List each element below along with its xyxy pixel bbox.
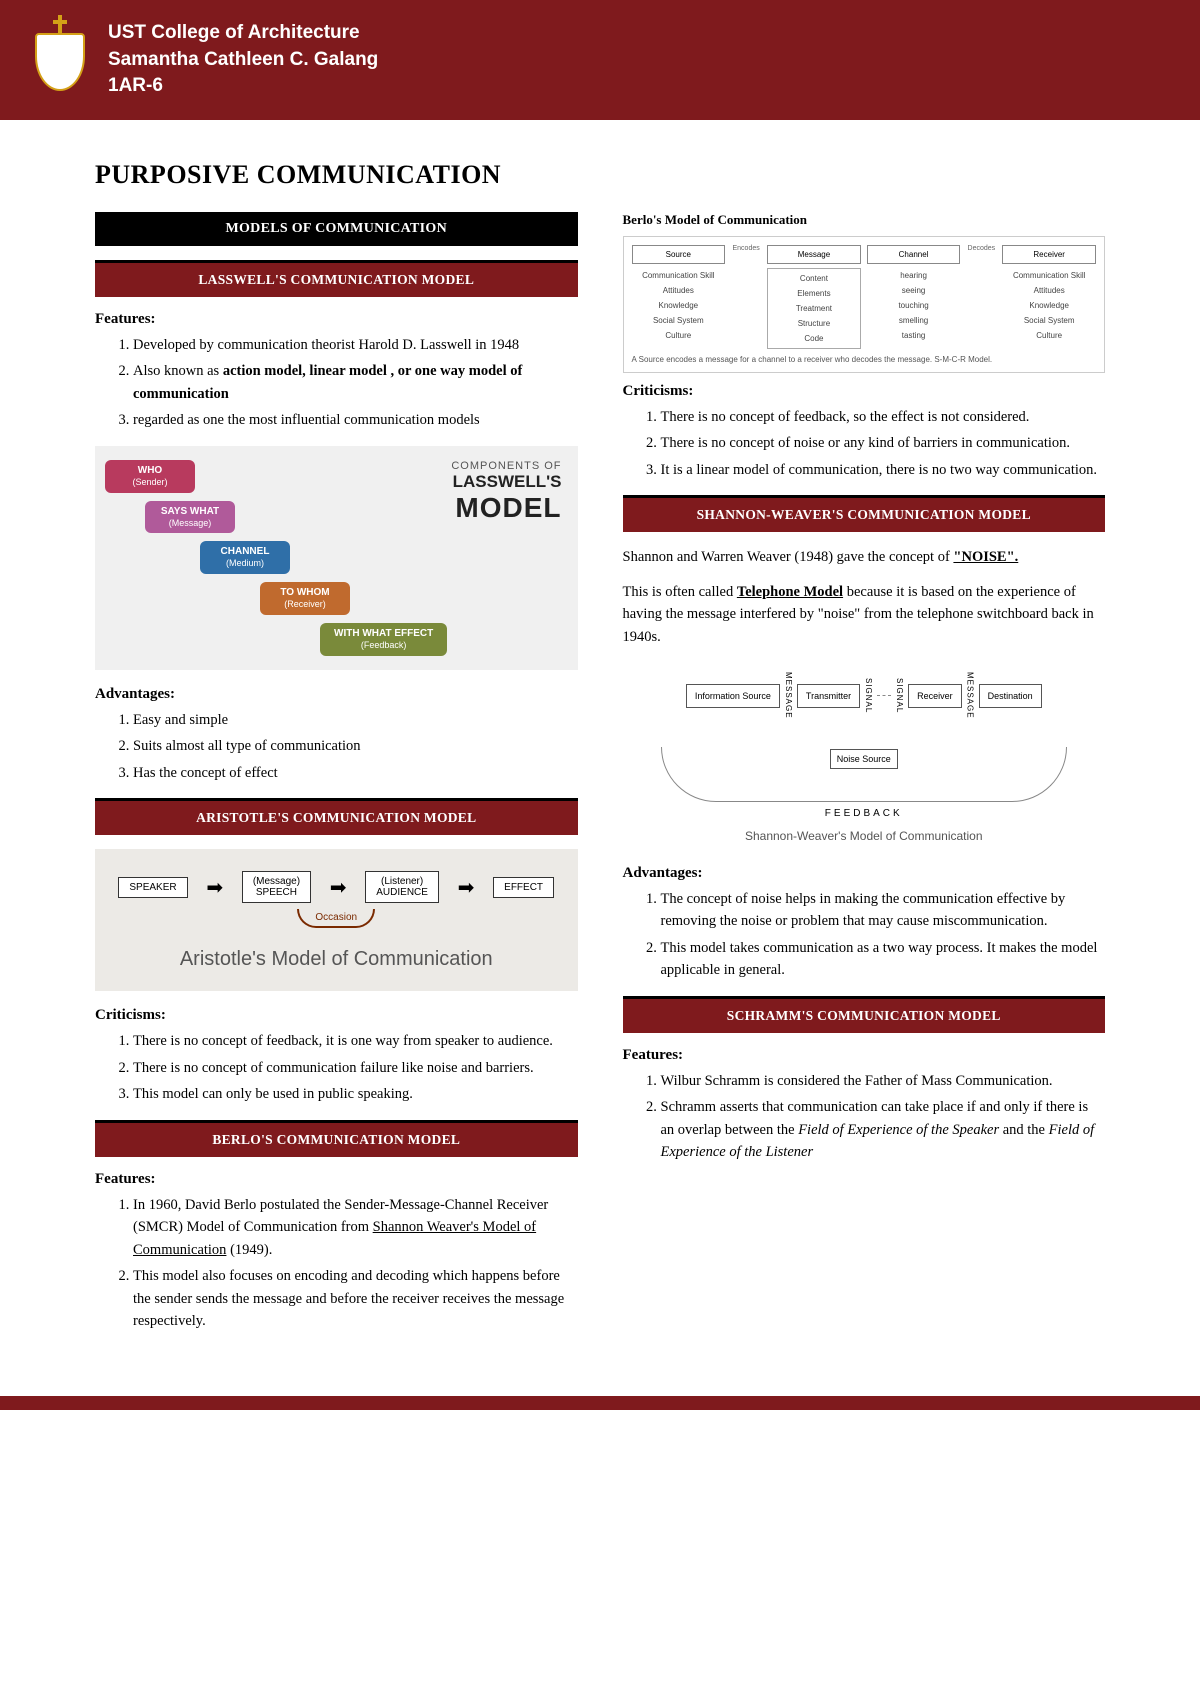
right-column: Berlo's Model of Communication Source Co…	[623, 212, 1106, 1346]
ust-logo	[30, 23, 90, 98]
list-item: In 1960, David Berlo postulated the Send…	[133, 1194, 578, 1261]
list-item: This model also focuses on encoding and …	[133, 1265, 578, 1332]
lw-l2: MODEL	[451, 492, 561, 524]
bar-lasswell: LASSWELL'S COMMUNICATION MODEL	[95, 260, 578, 297]
berlo-crit-head: Criticisms:	[623, 383, 1106, 400]
shannon-p2: This is often called Telephone Model bec…	[623, 581, 1106, 648]
bar-shannon: SHANNON-WEAVER'S COMMUNICATION MODEL	[623, 495, 1106, 532]
lasswell-adv-list: Easy and simple Suits almost all type of…	[95, 709, 578, 784]
ari-effect: EFFECT	[493, 877, 554, 898]
list-item: This model can only be used in public sp…	[133, 1083, 578, 1105]
header-band: UST College of Architecture Samantha Cat…	[0, 0, 1200, 120]
berlo-caption: A Source encodes a message for a channel…	[632, 355, 1097, 364]
arrow-icon: ➡	[206, 875, 223, 900]
sw-transmitter: Transmitter	[797, 684, 860, 708]
bar-berlo: BERLO'S COMMUNICATION MODEL	[95, 1120, 578, 1157]
ari-speaker: SPEAKER	[118, 877, 187, 898]
page-title: PURPOSIVE COMMUNICATION	[95, 160, 1105, 190]
aristotle-crit-head: Criticisms:	[95, 1007, 578, 1024]
lasswell-diagram: WHO(Sender) SAYS WHAT(Message) CHANNEL(M…	[95, 446, 578, 670]
lw-towhom: TO WHOM(Receiver)	[260, 582, 350, 615]
list-item: This model takes communication as a two …	[661, 937, 1106, 982]
lasswell-features-list: Developed by communication theorist Haro…	[95, 334, 578, 432]
list-item: The concept of noise helps in making the…	[661, 888, 1106, 933]
list-item: Easy and simple	[133, 709, 578, 731]
list-item: Developed by communication theorist Haro…	[133, 334, 578, 356]
left-column: MODELS OF COMMUNICATION LASSWELL'S COMMU…	[95, 212, 578, 1346]
list-item: Schramm asserts that communication can t…	[661, 1096, 1106, 1163]
ari-audience: (Listener)AUDIENCE	[365, 871, 439, 903]
footer-band	[0, 1396, 1200, 1410]
section-bar-models: MODELS OF COMMUNICATION	[95, 212, 578, 246]
two-column-layout: MODELS OF COMMUNICATION LASSWELL'S COMMU…	[95, 212, 1105, 1346]
arrow-icon: ➡	[330, 875, 347, 900]
lw-sayswhat: SAYS WHAT(Message)	[145, 501, 235, 534]
aristotle-crit-list: There is no concept of feedback, it is o…	[95, 1030, 578, 1105]
header-line2: Samantha Cathleen C. Galang	[108, 47, 378, 74]
list-item: There is no concept of feedback, so the …	[661, 406, 1106, 428]
aristotle-diagram: SPEAKER ➡ (Message)SPEECH ➡ (Listener)AU…	[95, 849, 578, 991]
header-line1: UST College of Architecture	[108, 20, 378, 47]
list-item: regarded as one the most influential com…	[133, 409, 578, 431]
lw-l1: LASSWELL'S	[451, 472, 561, 492]
berlo-crit-list: There is no concept of feedback, so the …	[623, 406, 1106, 481]
shannon-adv-head: Advantages:	[623, 865, 1106, 882]
list-item: It is a linear model of communication, t…	[661, 459, 1106, 481]
sw-destination: Destination	[979, 684, 1042, 708]
shannon-p1: Shannon and Warren Weaver (1948) gave th…	[623, 546, 1106, 568]
ari-speech: (Message)SPEECH	[242, 871, 311, 903]
page-body: PURPOSIVE COMMUNICATION MODELS OF COMMUN…	[0, 120, 1200, 1376]
list-item: Has the concept of effect	[133, 762, 578, 784]
ari-caption: Aristotle's Model of Communication	[105, 938, 568, 977]
list-item: There is no concept of feedback, it is o…	[133, 1030, 578, 1052]
schramm-feat-head: Features:	[623, 1047, 1106, 1064]
list-item: There is no concept of communication fai…	[133, 1057, 578, 1079]
sw-source: Information Source	[686, 684, 780, 708]
schramm-feat-list: Wilbur Schramm is considered the Father …	[623, 1070, 1106, 1164]
arrow-icon: ➡	[458, 875, 475, 900]
sw-receiver: Receiver	[908, 684, 962, 708]
shannon-diagram: Information Source MESSAGE Transmitter S…	[623, 660, 1106, 855]
shannon-adv-list: The concept of noise helps in making the…	[623, 888, 1106, 982]
berlo-feat-head: Features:	[95, 1171, 578, 1188]
header-text: UST College of Architecture Samantha Cat…	[108, 20, 378, 100]
list-item: There is no concept of noise or any kind…	[661, 432, 1106, 454]
sw-feedback-label: FEEDBACK	[631, 808, 1098, 819]
berlo-diagram: Source Communication Skill Attitudes Kno…	[623, 236, 1106, 373]
header-line3: 1AR-6	[108, 73, 378, 100]
lasswell-adv-head: Advantages:	[95, 686, 578, 703]
berlo-dia-title: Berlo's Model of Communication	[623, 212, 1106, 228]
lw-channel: CHANNEL(Medium)	[200, 541, 290, 574]
bar-schramm: SCHRAMM'S COMMUNICATION MODEL	[623, 996, 1106, 1033]
ari-occasion: Occasion	[297, 909, 375, 928]
sw-caption: Shannon-Weaver's Model of Communication	[631, 829, 1098, 843]
lw-who: WHO(Sender)	[105, 460, 195, 493]
bar-aristotle: ARISTOTLE'S COMMUNICATION MODEL	[95, 798, 578, 835]
list-item: Also known as action model, linear model…	[133, 360, 578, 405]
lasswell-features-head: Features:	[95, 311, 578, 328]
lw-sup: COMPONENTS OF	[451, 460, 561, 472]
lw-effect: WITH WHAT EFFECT(Feedback)	[320, 623, 447, 656]
berlo-feat-list: In 1960, David Berlo postulated the Send…	[95, 1194, 578, 1333]
list-item: Wilbur Schramm is considered the Father …	[661, 1070, 1106, 1092]
list-item: Suits almost all type of communication	[133, 735, 578, 757]
